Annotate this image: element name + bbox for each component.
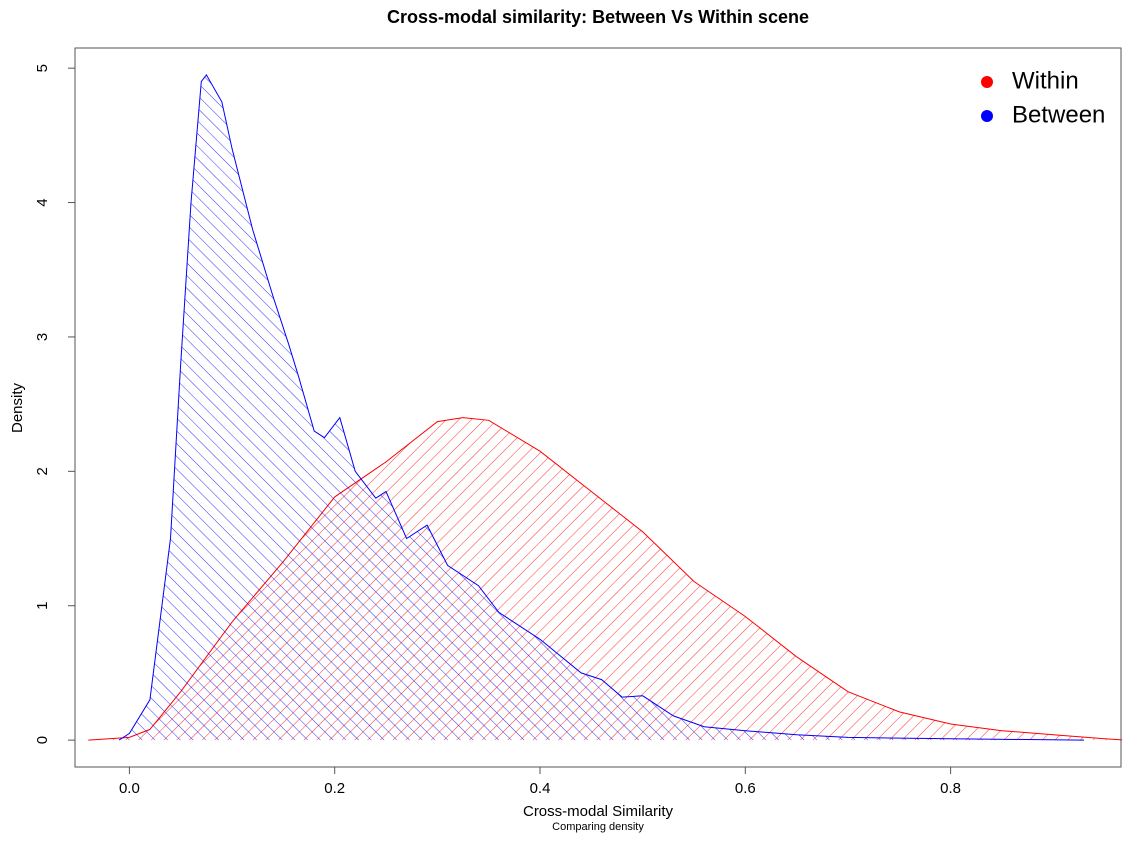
y-tick-label: 3 <box>34 333 51 341</box>
y-tick-label: 2 <box>34 467 51 475</box>
subtitle: Comparing density <box>552 821 644 833</box>
plot-frame <box>74 47 1122 768</box>
y-axis-label: Density <box>9 382 26 433</box>
y-tick-label: 1 <box>34 602 51 610</box>
density-line <box>118 73 1085 741</box>
legend-label: Within <box>1012 67 1079 94</box>
y-tick-label: 5 <box>34 64 51 72</box>
legend-marker <box>981 76 993 88</box>
x-tick-label: 0.2 <box>324 780 345 797</box>
x-tick-label: 0.8 <box>940 780 961 797</box>
legend-label: Between <box>1012 101 1105 128</box>
y-tick-label: 0 <box>34 736 51 744</box>
x-tick-label: 0.4 <box>530 780 551 797</box>
chart-title: Cross-modal similarity: Between Vs Withi… <box>387 7 809 27</box>
density-area <box>119 74 1085 741</box>
x-tick-label: 0.6 <box>735 780 756 797</box>
y-tick-label: 4 <box>34 198 51 206</box>
x-tick-label: 0.0 <box>119 780 140 797</box>
x-axis-label: Cross-modal Similarity <box>523 803 674 820</box>
legend-marker <box>981 110 993 122</box>
